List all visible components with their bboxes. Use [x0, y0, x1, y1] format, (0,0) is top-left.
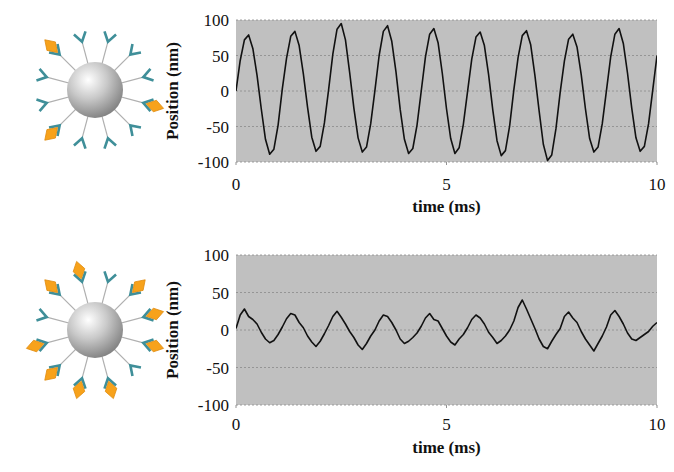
ligand [73, 261, 85, 278]
grid-line [236, 367, 657, 368]
ligand [132, 280, 145, 293]
x-axis-title: time (ms) [412, 438, 480, 457]
y-tick-label: 100 [204, 11, 230, 30]
receptor [130, 44, 141, 55]
y-tick-label: 100 [204, 246, 230, 265]
receptor [74, 31, 86, 41]
grid-line [236, 292, 657, 293]
x-tick [657, 162, 658, 165]
chart-panel: -100 -50 0 50 100 0 5 10 time (ms) Position (nm) [163, 11, 666, 216]
y-tick-label: 0 [221, 82, 230, 101]
ligand [45, 127, 58, 140]
x-tick-label: 5 [442, 415, 451, 434]
grid-line [236, 255, 657, 256]
position-trace [236, 24, 657, 161]
ligand [45, 40, 58, 53]
receptor [36, 99, 46, 111]
particle-illustration [36, 31, 163, 148]
receptor [130, 125, 141, 136]
ligand [146, 100, 163, 112]
x-tick-label: 0 [232, 415, 241, 434]
x-tick-label: 10 [649, 415, 666, 434]
receptor [74, 138, 86, 148]
receptor [143, 69, 153, 81]
bead [67, 302, 123, 358]
ligand [45, 280, 58, 293]
grid-line [236, 20, 657, 21]
receptor [130, 365, 141, 376]
receptor [104, 31, 116, 41]
chart-panel: -100 -50 0 50 100 0 5 10 time (ms) Position (nm) [163, 246, 666, 457]
y-tick-label: 50 [212, 284, 229, 303]
plot-area [236, 20, 657, 162]
ligand [105, 381, 117, 398]
ligand [45, 367, 58, 380]
ligand [146, 340, 163, 352]
x-tick-label: 10 [649, 175, 666, 194]
y-axis-title: Position (nm) [163, 281, 182, 379]
ligand [26, 340, 43, 352]
ligand [146, 308, 163, 320]
x-tick [446, 162, 447, 165]
receptor [36, 69, 46, 81]
x-tick-label: 0 [232, 175, 241, 194]
grid-line [236, 55, 657, 56]
grid-line [236, 91, 657, 92]
receptor [104, 271, 116, 281]
x-tick [236, 405, 237, 408]
x-tick [446, 405, 447, 408]
ligand [73, 381, 85, 398]
y-tick-label: -100 [198, 153, 229, 172]
y-tick-label: 50 [212, 47, 229, 66]
y-tick-label: -50 [206, 118, 229, 137]
position-trace [236, 300, 657, 351]
x-axis-title: time (ms) [412, 197, 480, 216]
receptor [104, 138, 116, 148]
plot-area [236, 255, 657, 405]
grid-line [236, 330, 657, 331]
y-tick-label: -100 [198, 396, 229, 415]
series-group [236, 300, 657, 351]
figure: -100-500501000510time (ms)Position (nm)-… [0, 0, 674, 472]
x-tick [657, 405, 658, 408]
grid-line [236, 126, 657, 127]
receptor [36, 309, 46, 321]
x-tick-label: 5 [442, 175, 451, 194]
particle-illustration [26, 261, 163, 398]
y-tick-label: -50 [206, 359, 229, 378]
x-tick [236, 162, 237, 165]
y-axis-title: Position (nm) [163, 42, 182, 140]
series-group [236, 24, 657, 161]
y-tick-label: 0 [221, 321, 230, 340]
bead [67, 62, 123, 118]
